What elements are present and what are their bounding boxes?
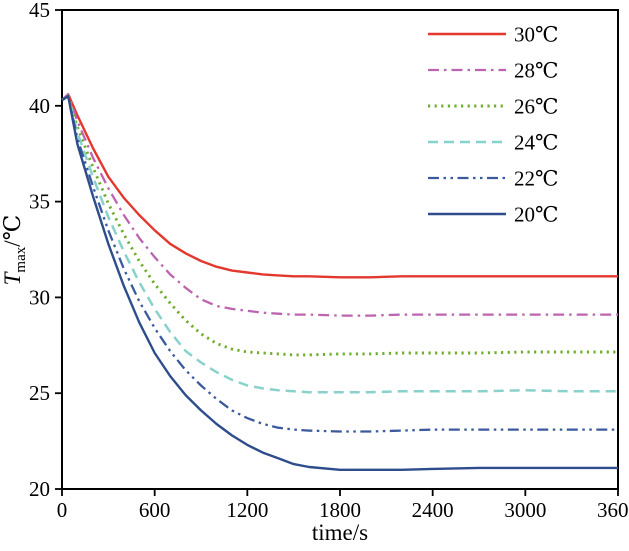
legend-label-24c: 24℃: [514, 131, 559, 155]
data-series: [61, 93, 618, 471]
y-axis-title-symbol: T: [0, 270, 25, 285]
y-axis-title: Tmax/℃: [0, 215, 29, 286]
x-tick-label: 3600: [597, 498, 629, 522]
x-tick-label: 1200: [226, 498, 268, 522]
legend-label-20c: 20℃: [514, 203, 559, 227]
legend-label-26c: 26℃: [514, 95, 559, 119]
y-axis-title-unit: /℃: [0, 215, 25, 247]
x-tick-label: 2400: [412, 498, 454, 522]
legend-label-28c: 28℃: [514, 59, 559, 83]
x-axis-title: time/s: [312, 520, 368, 545]
x-tick-label: 600: [139, 498, 171, 522]
legend-label-22c: 22℃: [514, 167, 559, 191]
legend-label-30c: 30℃: [514, 23, 559, 47]
y-axis-title-subscript: max: [13, 246, 29, 272]
y-tick-label: 40: [29, 94, 50, 118]
series-line-20c: [61, 94, 618, 471]
y-tick-label: 25: [29, 381, 50, 405]
x-tick-label: 3000: [504, 498, 546, 522]
series-line-24c: [61, 94, 618, 394]
x-tick-label: 1800: [319, 498, 361, 522]
axis-ticks: [55, 9, 619, 496]
y-tick-label: 35: [29, 190, 50, 214]
y-tick-label: 20: [29, 477, 50, 501]
axis-tick-labels: 0 600 1200 1800 2400 3000 3600 20 25 30 35 40 45: [29, 0, 629, 522]
x-tick-label: 0: [57, 498, 68, 522]
series-line-22c: [61, 95, 618, 433]
y-tick-label: 30: [29, 285, 50, 309]
series-line-30c: [61, 93, 618, 279]
y-tick-label: 45: [29, 0, 50, 22]
legend: 30℃ 28℃ 26℃ 24℃ 22℃ 20℃: [428, 23, 559, 227]
